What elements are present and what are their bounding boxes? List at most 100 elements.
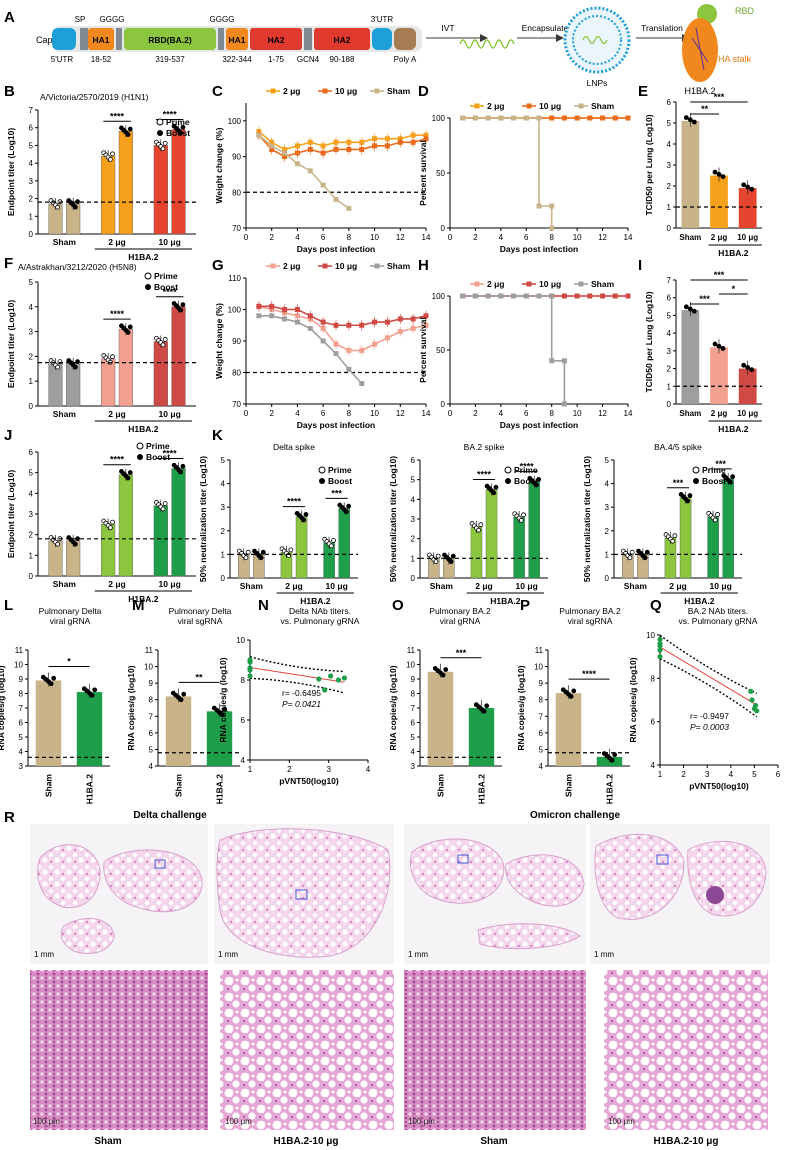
y-axis-label: Percent survival (418, 140, 428, 206)
x-tick-label: 6 (321, 409, 326, 418)
prime-point (162, 140, 168, 146)
x-tick-label: 0 (244, 233, 249, 242)
correlation-r: r= -0.6495 (282, 688, 321, 698)
series-point-10g (612, 293, 618, 299)
legend-marker (270, 88, 276, 94)
y-tick-label: 100 (228, 117, 242, 126)
panel-h-chart: 0 50 100 Percent survival 0 2 4 6 8 10 12 14 Days po… (418, 279, 633, 430)
panel-letter-l: L (4, 597, 13, 614)
y-tick-label: 8 (651, 674, 656, 683)
significance-label: *** (715, 459, 726, 469)
series-point-2g (294, 143, 300, 149)
y-tick-label: 4 (29, 303, 34, 312)
legend-label: 10 μg (539, 101, 561, 111)
prime-point (715, 512, 720, 517)
y-tick-label: 10 (534, 663, 543, 672)
series-point-10g (574, 115, 580, 121)
bar-2g-boost (295, 516, 308, 579)
y-tick-label: 5 (411, 476, 416, 485)
prime-point (110, 151, 115, 157)
bar-2g (710, 175, 728, 228)
panel-p-chart: 4 5 6 7 8 9 10 11 RNA copies/g (log10) Sham H1BA.2… (516, 606, 630, 804)
group-label: H1BA.2 (300, 596, 331, 606)
boost-point (749, 186, 755, 192)
significance-label: **** (163, 287, 178, 297)
legend-marker (322, 88, 328, 94)
y-tick-label: 7 (411, 704, 416, 713)
lung-lesion (706, 886, 724, 904)
gcn4-block (304, 28, 312, 50)
series-point-10g (294, 150, 300, 156)
x-tick-label: Sham (564, 774, 574, 798)
y-axis-label: Endpoint titer (Log10) (6, 128, 16, 216)
chart-title: Pulmonary Delta (39, 606, 102, 616)
boost-point (180, 124, 186, 130)
series-point-Sham (307, 168, 313, 174)
prime-point (107, 525, 113, 531)
panel-letters: B C D E F G H I J K L M N O P Q R (4, 83, 662, 826)
legend-boost-marker (145, 284, 151, 290)
panel-letter-c: C (212, 83, 223, 100)
series-point-Sham (256, 313, 262, 319)
y-tick-label: 4 (605, 480, 610, 489)
boost-point (48, 681, 54, 687)
series-point-10g (320, 319, 326, 325)
series-point-10g (307, 313, 313, 319)
y-tick-label: 0 (605, 574, 610, 583)
series-point-Sham (536, 115, 542, 121)
chart-title: Delta spike (273, 442, 315, 452)
chart-title: viral gRNA (440, 616, 481, 626)
legend-boost-label: Boost (146, 452, 170, 462)
series-point-2g (282, 146, 288, 152)
y-tick-label: 6 (29, 124, 34, 133)
y-tick-label: 90 (232, 337, 241, 346)
bar-10g-boost (722, 478, 734, 579)
prime-point (672, 533, 678, 539)
boost-point (127, 126, 133, 132)
chart-title: viral gRNA (50, 616, 91, 626)
prime-point (55, 364, 61, 370)
ha-stalk-label: HA stalk (718, 54, 752, 64)
series-point-10g (282, 154, 288, 160)
panel-c-chart: 70 80 90 100 Weight change (%) 0 2 4 6 8 10 12 14 Day… (214, 86, 431, 254)
bar-10g-prime (153, 145, 168, 235)
boost-point (712, 169, 718, 175)
boost-point (491, 490, 497, 496)
histology-zoom-3 (404, 970, 586, 1130)
boost-point (691, 308, 697, 314)
series-point-Sham (294, 161, 300, 167)
y-tick-label: 1 (667, 382, 672, 391)
x-tick-label: 8 (549, 233, 554, 242)
boost-point (536, 477, 542, 482)
series-point-Sham (485, 293, 491, 299)
boost-point (712, 341, 718, 347)
bar-Sham-prime (48, 363, 63, 407)
scatter-point (748, 688, 754, 694)
x-tick-label: 10 μg (159, 579, 181, 589)
series-point-10g (549, 115, 555, 121)
panel-letter-f: F (4, 255, 13, 272)
legend-prime-marker (136, 442, 144, 450)
y-tick-label: 4 (539, 762, 544, 771)
series-point-2g (359, 139, 365, 145)
legend-label: 10 μg (335, 261, 357, 271)
scatter-point (754, 708, 760, 714)
boost-point (125, 330, 131, 335)
legend-label: 2 μg (487, 279, 504, 289)
series-point-10g (587, 293, 593, 299)
utr5-label: 5'UTR (51, 55, 74, 64)
y-axis-label: RNA copies/g (log10) (516, 665, 526, 750)
x-tick-label: 4 (499, 233, 504, 242)
boost-point (683, 304, 689, 310)
legend-prime-label: Prime (702, 465, 726, 475)
y-tick-label: 8 (149, 696, 154, 705)
ha1-label-2: HA1 (228, 35, 245, 45)
x-tick-label: H1BA.2 (477, 774, 487, 805)
bar-10g-prime (513, 516, 525, 579)
boost-point (642, 555, 648, 561)
y-tick-label: 10 (406, 661, 415, 670)
series-point-10g (294, 307, 300, 312)
y-axis-label: TCID50 per Lung (Log10) (644, 114, 654, 215)
bar-2g-boost (118, 328, 133, 407)
legend-prime-label: Prime (514, 465, 538, 475)
